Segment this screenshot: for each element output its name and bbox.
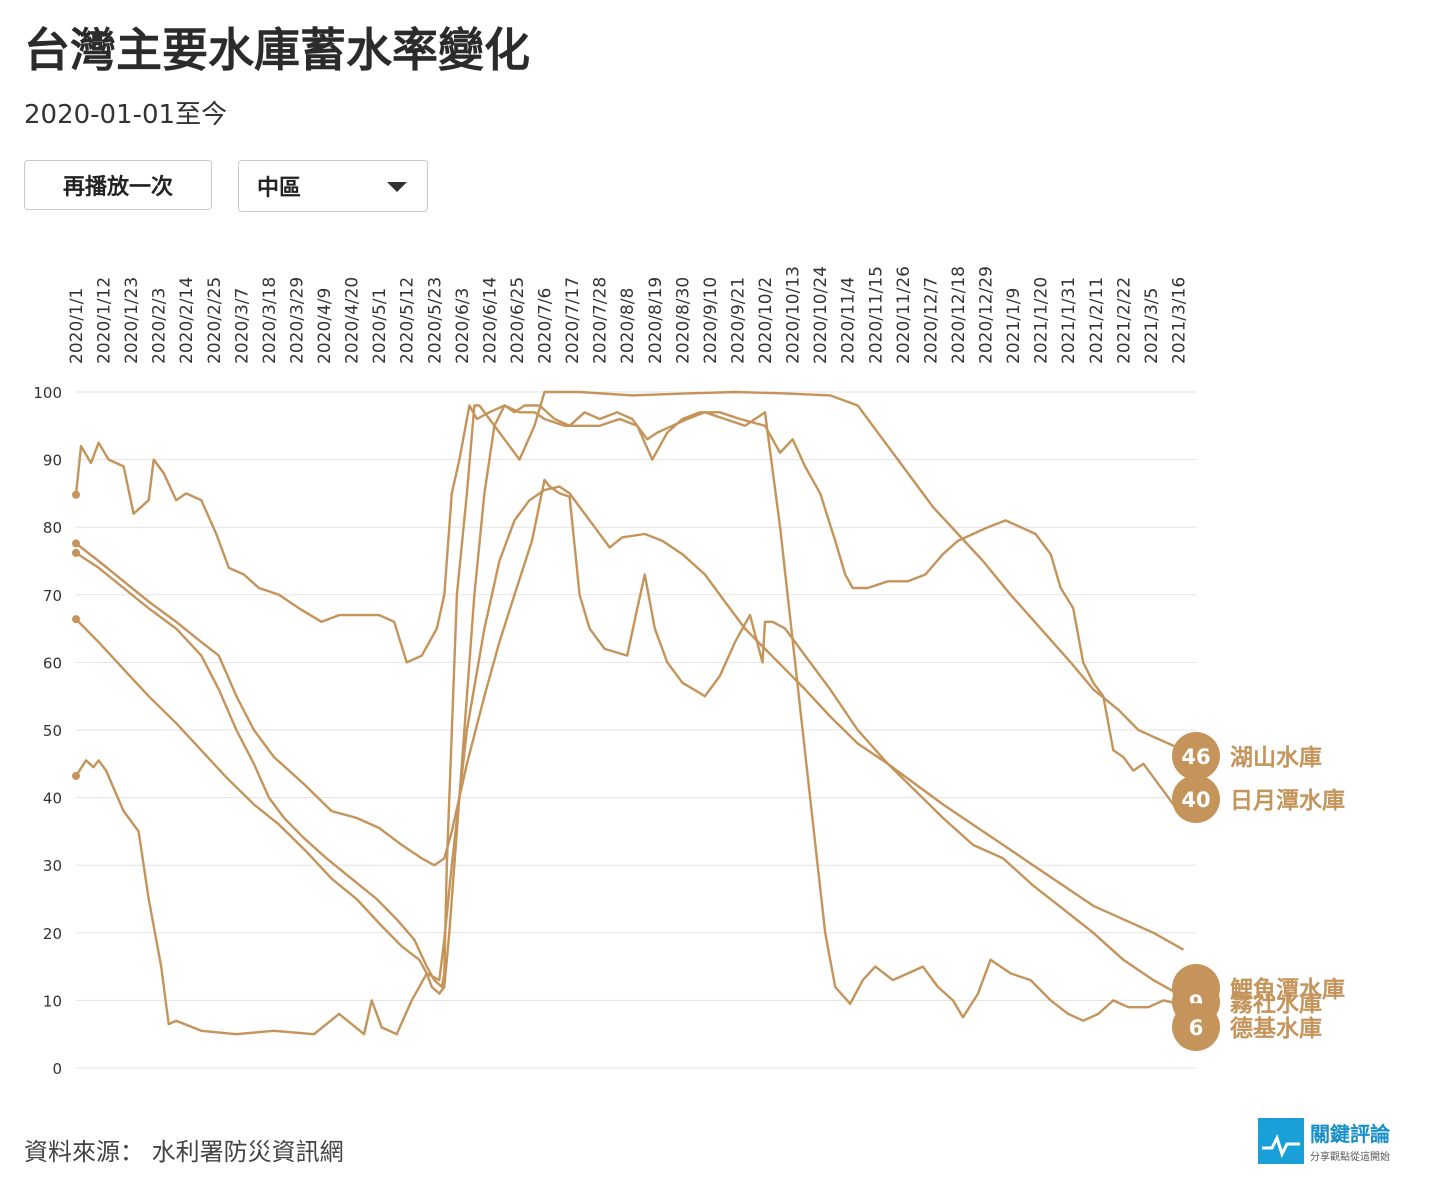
series-line [75,478,1185,999]
data-source: 資料來源： 水利署防災資訊網 [24,1138,344,1166]
x-tick-label: 2020/7/28 [591,277,611,364]
x-tick-label: 2020/6/25 [508,277,528,364]
end-label-value: 40 [1181,788,1210,812]
series-line [75,404,1185,1022]
x-tick-label: 2020/12/18 [949,266,969,364]
y-tick-label: 40 [43,790,62,808]
x-tick-label: 2020/2/25 [205,277,225,364]
x-tick-label: 2020/11/15 [866,266,886,364]
y-tick-label: 30 [43,857,62,875]
chart-grid [76,391,1196,1069]
y-tick-label: 70 [43,587,62,605]
end-label-badge [1172,1003,1220,1051]
x-axis-ticks: 2020/1/1 2020/1/12 2020/1/23 2020/2/3 2020/2… [67,266,1189,364]
series-lines [72,390,1185,1036]
x-tick-label: 2021/1/31 [1059,277,1079,364]
y-axis-ticks: 0 10 20 30 40 50 60 70 80 90 100 [33,384,62,1078]
end-labels: 46湖山水庫40日月潭水庫鯉魚潭水庫9霧社水庫6德基水庫 [1172,732,1345,1051]
caret-down-icon [387,182,407,192]
site-logo[interactable]: 關鍵評論 分享觀點從這開始 [1258,1118,1406,1166]
end-label-name: 德基水庫 [1230,1015,1322,1042]
x-tick-label: 2021/2/22 [1114,277,1134,364]
series-line [75,390,1184,989]
x-tick-label: 2020/4/20 [343,277,363,364]
end-label-name: 日月潭水庫 [1230,787,1345,814]
end-label-badge [1172,732,1220,780]
x-tick-label: 2020/1/12 [95,277,115,364]
end-label-value: 6 [1189,1016,1204,1040]
series-start-dot [72,548,80,557]
replay-button[interactable]: 再播放一次 [24,160,212,210]
x-tick-label: 2020/3/7 [232,288,252,364]
logo-tagline: 分享觀點從這開始 [1310,1152,1390,1163]
x-tick-label: 2020/7/6 [536,288,556,364]
series-start-dot [72,539,80,548]
series-start-dot [72,490,80,499]
x-tick-label: 2020/4/9 [315,288,335,364]
reservoir-chart: 2020/1/1 2020/1/12 2020/1/23 2020/2/3 2020/2… [33,266,1345,1078]
y-tick-label: 20 [43,925,62,943]
x-tick-label: 2020/5/1 [370,288,390,364]
x-tick-label: 2020/9/10 [701,277,721,364]
end-label-name: 湖山水庫 [1230,744,1322,771]
x-tick-label: 2020/1/23 [122,277,142,364]
x-tick-label: 2020/11/26 [894,266,914,364]
x-tick-label: 2020/1/1 [67,288,87,364]
y-tick-label: 10 [43,992,62,1010]
x-tick-label: 2020/7/17 [563,277,583,364]
y-tick-label: 80 [43,519,62,537]
y-tick-label: 0 [52,1060,62,1078]
region-select-value: 中區 [257,176,302,201]
x-tick-label: 2020/8/8 [618,288,638,364]
x-tick-label: 2020/8/19 [646,277,666,364]
x-tick-label: 2020/6/3 [453,288,473,364]
logo-pulse-icon [1258,1118,1304,1164]
x-tick-label: 2020/2/14 [177,277,197,364]
x-tick-label: 2021/1/9 [1004,288,1024,364]
x-tick-label: 2020/2/3 [150,288,170,364]
x-tick-label: 2020/5/12 [398,277,418,364]
y-tick-label: 100 [33,384,62,402]
x-tick-label: 2021/2/11 [1087,277,1107,364]
page-title: 台灣主要水庫蓄水率變化 [24,23,530,77]
x-tick-label: 2020/12/29 [977,266,997,364]
region-select[interactable]: 中區 [238,160,428,212]
x-tick-label: 2020/10/13 [784,266,804,364]
logo-name: 關鍵評論 [1310,1122,1390,1146]
x-tick-label: 2020/3/29 [287,277,307,364]
series-line [74,404,1185,816]
end-label-name: 鯉魚潭水庫 [1230,976,1345,1003]
series-start-dot [72,771,80,780]
x-tick-label: 2021/1/20 [1032,277,1052,364]
x-tick-label: 2021/3/5 [1142,288,1162,364]
end-label-name: 霧社水庫 [1230,990,1322,1017]
x-tick-label: 2020/10/2 [756,277,776,364]
page-subtitle: 2020-01-01至今 [24,100,228,130]
x-tick-label: 2020/11/4 [839,277,859,364]
end-label-badge [1172,775,1220,823]
x-tick-label: 2021/3/16 [1169,277,1189,364]
end-label-value: 46 [1181,745,1210,769]
series-start-dot [72,615,80,624]
series-line [74,485,1185,1036]
x-tick-label: 2020/5/23 [425,277,445,364]
x-tick-label: 2020/12/7 [921,277,941,364]
x-tick-label: 2020/8/30 [673,277,693,364]
x-tick-label: 2020/9/21 [728,277,748,364]
x-tick-label: 2020/6/14 [480,277,500,364]
x-tick-label: 2020/3/18 [260,277,280,364]
y-tick-label: 60 [43,654,62,672]
y-tick-label: 50 [43,722,62,740]
x-tick-label: 2020/10/24 [811,266,831,364]
y-tick-label: 90 [43,452,62,470]
